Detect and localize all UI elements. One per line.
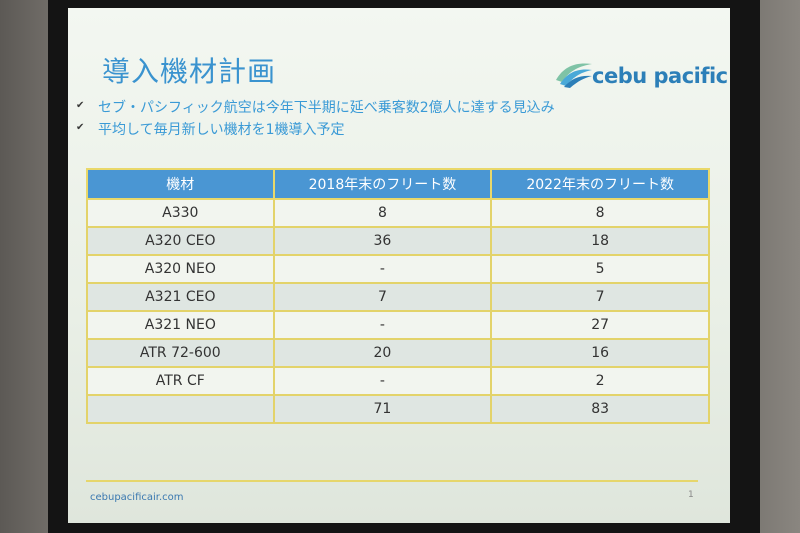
bullet-text: 平均して毎月新しい機材を1機導入予定 — [98, 122, 345, 138]
table-row: ATR CF - 2 — [86, 366, 710, 396]
cell-2018: - — [272, 254, 493, 284]
check-icon: ✔ — [76, 100, 85, 111]
cell-2018: 36 — [272, 226, 493, 256]
fleet-table: 機材 2018年末のフリート数 2022年末のフリート数 A330 8 8 A3… — [86, 168, 710, 424]
cell-2022: 27 — [490, 310, 710, 340]
footer-divider — [86, 480, 698, 482]
cell-2022: 5 — [490, 254, 710, 284]
table-row: A330 8 8 — [86, 198, 710, 228]
wing-logo-icon — [556, 63, 592, 88]
cell-aircraft: A320 CEO — [86, 226, 275, 256]
table-total-row: 71 83 — [86, 394, 710, 424]
cell-2018: - — [272, 366, 493, 396]
cell-aircraft: A330 — [86, 198, 275, 228]
cell-2022: 7 — [490, 282, 710, 312]
cell-aircraft: A321 CEO — [86, 282, 275, 312]
cell-2018: 8 — [272, 198, 493, 228]
table-row: A321 NEO - 27 — [86, 310, 710, 340]
cell-2018: - — [272, 310, 493, 340]
cell-aircraft: A321 NEO — [86, 310, 275, 340]
cebu-pacific-logo: cebu pacific — [554, 56, 728, 96]
cell-2022: 18 — [490, 226, 710, 256]
table-header-row: 機材 2018年末のフリート数 2022年末のフリート数 — [86, 168, 710, 200]
cell-2022: 8 — [490, 198, 710, 228]
cell-2022: 2 — [490, 366, 710, 396]
cell-2018: 20 — [272, 338, 493, 368]
cell-aircraft: ATR CF — [86, 366, 275, 396]
table-row: A320 CEO 36 18 — [86, 226, 710, 256]
header-fleet-2018: 2018年末のフリート数 — [272, 168, 493, 200]
page-number: 1 — [688, 490, 694, 500]
table-row: ATR 72-600 20 16 — [86, 338, 710, 368]
header-fleet-2022: 2022年末のフリート数 — [490, 168, 710, 200]
table-row: A321 CEO 7 7 — [86, 282, 710, 312]
table-row: A320 NEO - 5 — [86, 254, 710, 284]
bullet-list: ✔ セブ・パシフィック航空は今年下半期に延べ乗客数2億人に達する見込み ✔ 平均… — [76, 96, 716, 140]
cell-2018-total: 71 — [272, 394, 493, 424]
bullet-item: ✔ セブ・パシフィック航空は今年下半期に延べ乗客数2億人に達する見込み — [76, 96, 716, 118]
header-aircraft: 機材 — [86, 168, 275, 200]
check-icon: ✔ — [76, 122, 85, 133]
slide-title: 導入機材計画 — [102, 55, 277, 88]
footer-url: cebupacificair.com — [90, 492, 184, 503]
cell-aircraft: A320 NEO — [86, 254, 275, 284]
cell-aircraft: ATR 72-600 — [86, 338, 275, 368]
bullet-item: ✔ 平均して毎月新しい機材を1機導入予定 — [76, 118, 716, 140]
cell-2022-total: 83 — [490, 394, 710, 424]
bullet-text: セブ・パシフィック航空は今年下半期に延べ乗客数2億人に達する見込み — [98, 100, 555, 116]
presentation-slide: 導入機材計画 cebu pacific ✔ セブ・パシフィック航空は今年下半期に… — [68, 8, 730, 523]
logo-text: cebu pacific — [592, 64, 728, 88]
cell-2022: 16 — [490, 338, 710, 368]
cell-aircraft — [86, 394, 275, 424]
cell-2018: 7 — [272, 282, 493, 312]
